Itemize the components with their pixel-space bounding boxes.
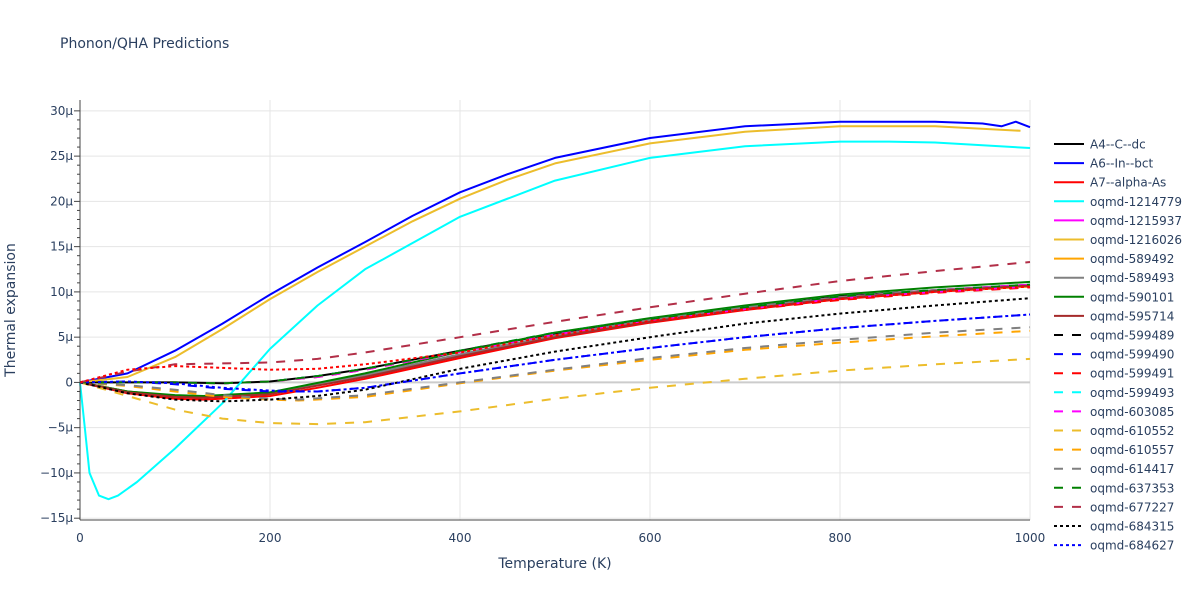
x-tick-label: 600 (639, 531, 662, 545)
legend-label: oqmd-599491 (1090, 367, 1174, 381)
legend-label: A4--C--dc (1090, 138, 1146, 152)
legend-item[interactable]: A6--In--bct (1054, 157, 1154, 171)
legend-item[interactable]: oqmd-614417 (1054, 462, 1174, 476)
x-tick-label: 800 (829, 531, 852, 545)
y-tick-label: −10µ (40, 466, 73, 480)
legend-item[interactable]: oqmd-677227 (1054, 500, 1174, 514)
legend-label: A7--alpha-As (1090, 176, 1166, 190)
y-tick-label: 15µ (50, 240, 73, 254)
series-line-oqmd-684627 (79, 313, 1031, 393)
legend-item[interactable]: oqmd-599490 (1054, 348, 1174, 362)
legend-item[interactable]: oqmd-684627 (1054, 539, 1174, 553)
series-line-oqmd-1216026 (79, 125, 1021, 384)
legend-item[interactable]: oqmd-589493 (1054, 271, 1174, 285)
legend-item[interactable]: oqmd-684315 (1054, 520, 1174, 534)
chart-title: Phonon/QHA Predictions (60, 36, 230, 52)
legend-item[interactable]: A7--alpha-As (1054, 176, 1166, 190)
series-line-oqmd-589492 (79, 285, 1031, 398)
legend: A4--C--dc A6--In--bct A7--alpha-As oqmd-121… (1054, 138, 1182, 553)
series-line-oqmd-595714 (79, 284, 1031, 399)
axes: 0 200 400 600 800 1000 −15µ −10µ −5µ 0 5µ 10µ 15µ 20µ… (40, 100, 1045, 545)
legend-item[interactable]: oqmd-1216026 (1054, 233, 1182, 247)
y-tick-label: 5µ (58, 330, 74, 344)
series-line-oqmd-589493 (79, 284, 1031, 398)
legend-label: oqmd-684315 (1090, 520, 1174, 534)
series-line-oqmd-599490 (79, 313, 1031, 393)
legend-label: oqmd-1215937 (1090, 214, 1182, 228)
legend-item[interactable]: oqmd-599491 (1054, 367, 1174, 381)
legend-label: oqmd-599489 (1090, 329, 1174, 343)
legend-item[interactable]: oqmd-603085 (1054, 405, 1174, 419)
y-axis-title: Thermal expansion (3, 243, 19, 378)
y-tick-label: 10µ (50, 285, 73, 299)
legend-label: oqmd-610552 (1090, 424, 1174, 438)
legend-item[interactable]: oqmd-590101 (1054, 290, 1174, 304)
legend-label: oqmd-614417 (1090, 462, 1174, 476)
legend-item[interactable]: oqmd-595714 (1054, 309, 1174, 323)
legend-item[interactable]: oqmd-637353 (1054, 481, 1174, 495)
series-line-oqmd-610557 (79, 329, 1031, 402)
legend-label: oqmd-1216026 (1090, 233, 1182, 247)
series-line-oqmd-684315 (79, 297, 1031, 403)
y-tick-label: 30µ (50, 104, 73, 118)
y-tick-label: −15µ (40, 511, 73, 525)
legend-label: oqmd-684627 (1090, 539, 1174, 553)
legend-label: oqmd-595714 (1090, 309, 1174, 323)
series-line-unlabeled (79, 285, 1031, 384)
legend-label: A6--In--bct (1090, 157, 1154, 171)
y-tick-label: 25µ (50, 149, 73, 163)
y-tick-label: 0 (65, 375, 73, 389)
legend-label: oqmd-677227 (1090, 500, 1174, 514)
legend-label: oqmd-637353 (1090, 481, 1174, 495)
legend-label: oqmd-599493 (1090, 386, 1174, 400)
x-tick-label: 400 (449, 531, 472, 545)
x-tick-label: 1000 (1015, 531, 1046, 545)
legend-label: oqmd-590101 (1090, 290, 1174, 304)
series-lines (79, 120, 1031, 501)
legend-item[interactable]: oqmd-599489 (1054, 329, 1174, 343)
legend-item[interactable]: oqmd-1215937 (1054, 214, 1182, 228)
legend-item[interactable]: oqmd-599493 (1054, 386, 1174, 400)
y-tick-label: 20µ (50, 194, 73, 208)
legend-label: oqmd-603085 (1090, 405, 1174, 419)
y-tick-label: −5µ (48, 421, 74, 435)
legend-label: oqmd-1214779 (1090, 195, 1182, 209)
legend-label: oqmd-599490 (1090, 348, 1174, 362)
legend-item[interactable]: oqmd-589492 (1054, 252, 1174, 266)
legend-label: oqmd-589492 (1090, 252, 1174, 266)
legend-item[interactable]: oqmd-610552 (1054, 424, 1174, 438)
x-tick-label: 200 (259, 531, 282, 545)
legend-label: oqmd-610557 (1090, 443, 1174, 457)
series-line-oqmd-1215937 (79, 283, 1031, 398)
legend-item[interactable]: oqmd-1214779 (1054, 195, 1182, 209)
series-line-A6--In--bct (79, 120, 1031, 384)
series-line-oqmd-1214779 (79, 140, 1031, 501)
legend-label: oqmd-589493 (1090, 271, 1174, 285)
x-tick-label: 0 (76, 531, 84, 545)
series-line-oqmd-677227 (79, 261, 1031, 384)
legend-item[interactable]: oqmd-610557 (1054, 443, 1174, 457)
legend-item[interactable]: A4--C--dc (1054, 138, 1146, 152)
x-axis-title: Temperature (K) (497, 556, 611, 572)
